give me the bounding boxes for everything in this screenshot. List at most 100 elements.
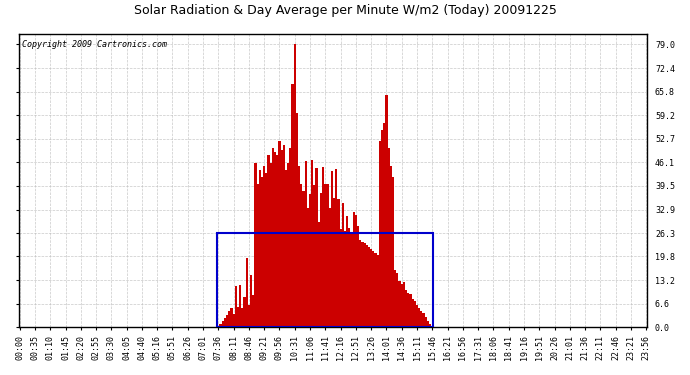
Bar — [370, 249, 373, 327]
Bar — [416, 304, 418, 327]
Bar — [396, 273, 398, 327]
Bar — [261, 177, 263, 327]
Bar — [291, 84, 294, 327]
Bar — [221, 321, 224, 327]
Bar — [394, 270, 396, 327]
Bar — [383, 123, 386, 327]
Bar — [255, 163, 257, 327]
Bar — [326, 184, 328, 327]
Bar — [228, 311, 230, 327]
Bar — [403, 282, 405, 327]
Bar — [388, 148, 390, 327]
Bar — [366, 245, 368, 327]
Bar — [217, 233, 433, 327]
Bar — [407, 293, 409, 327]
Bar — [285, 170, 287, 327]
Bar — [392, 177, 394, 327]
Bar — [386, 94, 388, 327]
Bar — [315, 168, 317, 327]
Bar — [230, 308, 233, 327]
Bar — [359, 240, 362, 327]
Bar — [313, 185, 315, 327]
Bar — [265, 173, 268, 327]
Bar — [270, 163, 272, 327]
Bar — [246, 258, 248, 327]
Bar — [405, 290, 407, 327]
Bar — [272, 148, 274, 327]
Bar — [427, 321, 429, 327]
Bar — [219, 324, 221, 327]
Bar — [339, 230, 342, 327]
Bar — [317, 222, 320, 327]
Bar — [411, 299, 414, 327]
Bar — [302, 191, 304, 327]
Bar — [335, 169, 337, 327]
Bar — [235, 286, 237, 327]
Text: Copyright 2009 Cartronics.com: Copyright 2009 Cartronics.com — [21, 40, 167, 49]
Bar — [224, 318, 226, 327]
Bar — [283, 145, 285, 327]
Bar — [422, 313, 424, 327]
Bar — [348, 228, 351, 327]
Bar — [429, 324, 431, 327]
Bar — [379, 141, 381, 327]
Bar — [342, 203, 344, 327]
Bar — [333, 198, 335, 327]
Bar — [233, 315, 235, 327]
Bar — [320, 193, 322, 327]
Bar — [239, 285, 241, 327]
Bar — [281, 150, 283, 327]
Bar — [287, 163, 289, 327]
Bar — [309, 195, 311, 327]
Bar — [424, 317, 427, 327]
Bar — [381, 130, 383, 327]
Bar — [331, 171, 333, 327]
Bar — [375, 253, 377, 327]
Bar — [226, 315, 228, 327]
Bar — [362, 242, 364, 327]
Bar — [298, 166, 300, 327]
Bar — [364, 243, 366, 327]
Bar — [252, 295, 255, 327]
Bar — [311, 160, 313, 327]
Bar — [248, 304, 250, 327]
Bar — [263, 166, 265, 327]
Bar — [398, 281, 401, 327]
Bar — [304, 161, 307, 327]
Bar — [373, 251, 375, 327]
Bar — [322, 167, 324, 327]
Bar — [351, 234, 353, 327]
Bar — [390, 166, 392, 327]
Bar — [377, 255, 379, 327]
Bar — [353, 212, 355, 327]
Bar — [259, 170, 261, 327]
Bar — [346, 216, 348, 327]
Bar — [237, 308, 239, 327]
Bar — [357, 226, 359, 327]
Bar — [244, 297, 246, 327]
Bar — [250, 274, 252, 327]
Bar — [418, 308, 420, 327]
Bar — [409, 294, 411, 327]
Bar — [337, 200, 339, 327]
Bar — [324, 183, 326, 327]
Bar — [289, 148, 291, 327]
Bar — [274, 152, 276, 327]
Bar — [241, 308, 244, 327]
Bar — [355, 215, 357, 327]
Bar — [278, 141, 281, 327]
Bar — [420, 311, 422, 327]
Bar — [268, 156, 270, 327]
Bar — [414, 301, 416, 327]
Text: Solar Radiation & Day Average per Minute W/m2 (Today) 20091225: Solar Radiation & Day Average per Minute… — [134, 4, 556, 17]
Bar — [344, 231, 346, 327]
Bar — [294, 45, 296, 327]
Bar — [401, 284, 403, 327]
Bar — [276, 156, 278, 327]
Bar — [296, 112, 298, 327]
Bar — [257, 184, 259, 327]
Bar — [307, 209, 309, 327]
Bar — [328, 208, 331, 327]
Bar — [368, 247, 370, 327]
Bar — [300, 184, 302, 327]
